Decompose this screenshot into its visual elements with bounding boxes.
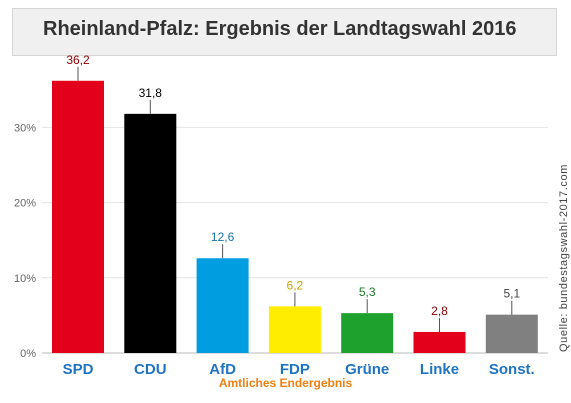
bar-0 — [52, 80, 104, 353]
bar-value-label: 36,2 — [66, 53, 90, 67]
bar-value-label: 31,8 — [139, 86, 163, 100]
bar-4 — [341, 313, 394, 353]
bar-2 — [196, 258, 249, 353]
chart-title: Rheinland-Pfalz: Ergebnis der Landtagswa… — [43, 18, 517, 40]
y-tick-label: 10% — [14, 273, 36, 285]
bar-5 — [413, 331, 466, 353]
category-label: SPD — [63, 361, 94, 378]
chart-footer-note: Amtliches Endergebnis — [218, 376, 353, 390]
bar-value-label: 6,2 — [287, 278, 304, 292]
bar-value-label: 12,6 — [211, 230, 235, 244]
chart-title-box: Rheinland-Pfalz: Ergebnis der Landtagswa… — [12, 8, 557, 56]
category-label: AfD — [209, 361, 236, 378]
bar-6 — [485, 314, 538, 353]
category-label: FDP — [280, 361, 310, 378]
category-label: Sonst. — [489, 361, 535, 378]
bar-3 — [268, 306, 321, 353]
source-credit: Quelle: bundestagswahl-2017.com — [558, 164, 570, 352]
bar-1 — [124, 113, 177, 353]
category-label: Linke — [420, 361, 459, 378]
category-label: CDU — [134, 361, 167, 378]
bar-value-label: 5,3 — [359, 285, 376, 299]
category-label: Grüne — [345, 361, 389, 378]
bar-value-label: 2,8 — [431, 304, 448, 318]
bar-value-label: 5,1 — [503, 287, 520, 301]
y-tick-label: 0% — [20, 348, 36, 360]
y-tick-label: 30% — [14, 122, 36, 134]
y-tick-label: 20% — [14, 198, 36, 210]
